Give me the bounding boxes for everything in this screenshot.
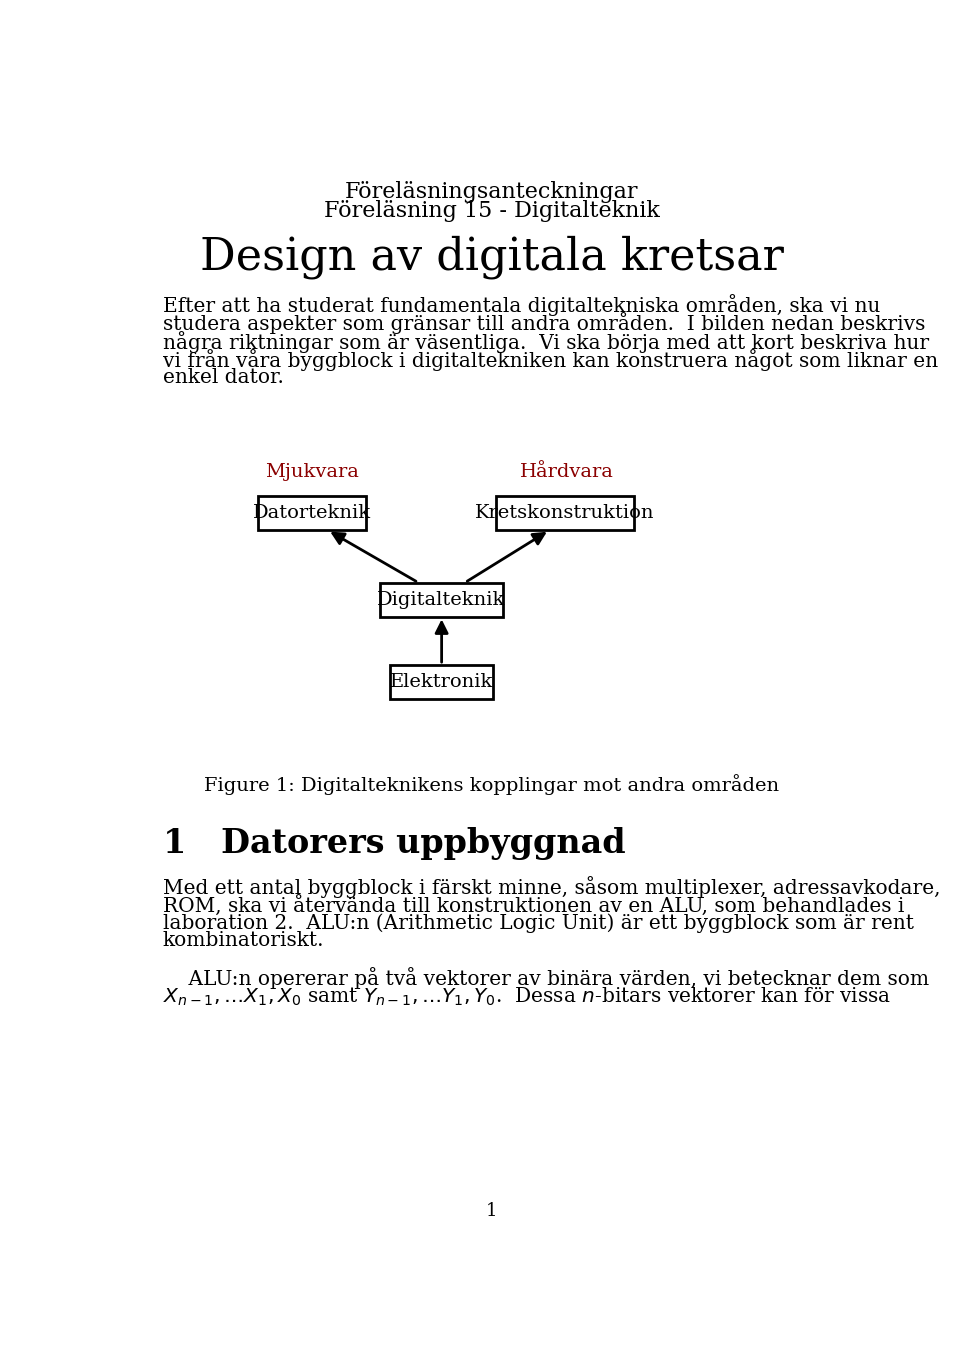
Text: Digitalteknik: Digitalteknik bbox=[377, 591, 506, 609]
Text: Kretskonstruktion: Kretskonstruktion bbox=[475, 505, 655, 522]
Text: Elektronik: Elektronik bbox=[390, 673, 493, 691]
Text: ROM, ska vi återvända till konstruktionen av en ALU, som behandlades i: ROM, ska vi återvända till konstruktione… bbox=[162, 894, 904, 916]
FancyBboxPatch shape bbox=[496, 496, 634, 531]
FancyBboxPatch shape bbox=[258, 496, 367, 531]
Text: Föreläsning 15 - Digitalteknik: Föreläsning 15 - Digitalteknik bbox=[324, 200, 660, 222]
Text: 1: 1 bbox=[487, 1202, 497, 1220]
FancyBboxPatch shape bbox=[391, 665, 492, 699]
Text: laboration 2.  ALU:n (Arithmetic Logic Unit) är ett byggblock som är rent: laboration 2. ALU:n (Arithmetic Logic Un… bbox=[162, 913, 914, 932]
Text: ALU:n opererar på två vektorer av binära värden, vi betecknar dem som: ALU:n opererar på två vektorer av binära… bbox=[162, 967, 928, 988]
Text: Mjukvara: Mjukvara bbox=[265, 463, 359, 481]
Text: några riktningar som är väsentliga.  Vi ska börja med att kort beskriva hur: några riktningar som är väsentliga. Vi s… bbox=[162, 330, 928, 352]
Text: Design av digitala kretsar: Design av digitala kretsar bbox=[200, 236, 784, 280]
Text: Efter att ha studerat fundamentala digitaltekniska områden, ska vi nu: Efter att ha studerat fundamentala digit… bbox=[162, 293, 880, 315]
Text: enkel dator.: enkel dator. bbox=[162, 367, 283, 387]
Text: Datorteknik: Datorteknik bbox=[253, 505, 372, 522]
Text: kombinatoriskt.: kombinatoriskt. bbox=[162, 931, 324, 950]
Text: Datorers uppbyggnad: Datorers uppbyggnad bbox=[221, 827, 625, 860]
Text: 1: 1 bbox=[162, 827, 186, 860]
Text: Figure 1: Digitalteknikens kopplingar mot andra områden: Figure 1: Digitalteknikens kopplingar mo… bbox=[204, 775, 780, 795]
Text: studera aspekter som gränsar till andra områden.  I bilden nedan beskrivs: studera aspekter som gränsar till andra … bbox=[162, 313, 925, 335]
Text: vi från våra byggblock i digitaltekniken kan konstruera något som liknar en: vi från våra byggblock i digitaltekniken… bbox=[162, 350, 938, 372]
Text: Med ett antal byggblock i färskt minne, såsom multiplexer, adressavkodare,: Med ett antal byggblock i färskt minne, … bbox=[162, 876, 940, 898]
Text: $X_{n-1},\ldots X_1,X_0$ samt $Y_{n-1},\ldots Y_1,Y_0$.  Dessa $n$-bitars vektor: $X_{n-1},\ldots X_1,X_0$ samt $Y_{n-1},\… bbox=[162, 986, 891, 1008]
FancyBboxPatch shape bbox=[380, 583, 503, 617]
Text: Hårdvara: Hårdvara bbox=[519, 463, 613, 481]
Text: Föreläsningsanteckningar: Föreläsningsanteckningar bbox=[346, 181, 638, 203]
